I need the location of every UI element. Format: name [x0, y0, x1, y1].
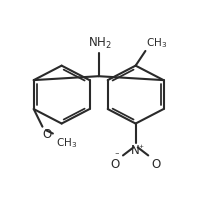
Text: $^+$: $^+$	[137, 144, 145, 153]
Text: NH$_2$: NH$_2$	[88, 36, 112, 51]
Text: N: N	[131, 144, 140, 157]
Text: O: O	[110, 158, 120, 171]
Text: O: O	[43, 128, 52, 141]
Text: O: O	[152, 158, 161, 171]
Text: CH$_3$: CH$_3$	[147, 36, 168, 50]
Text: $^-$: $^-$	[113, 149, 120, 158]
Text: CH$_3$: CH$_3$	[56, 137, 77, 150]
